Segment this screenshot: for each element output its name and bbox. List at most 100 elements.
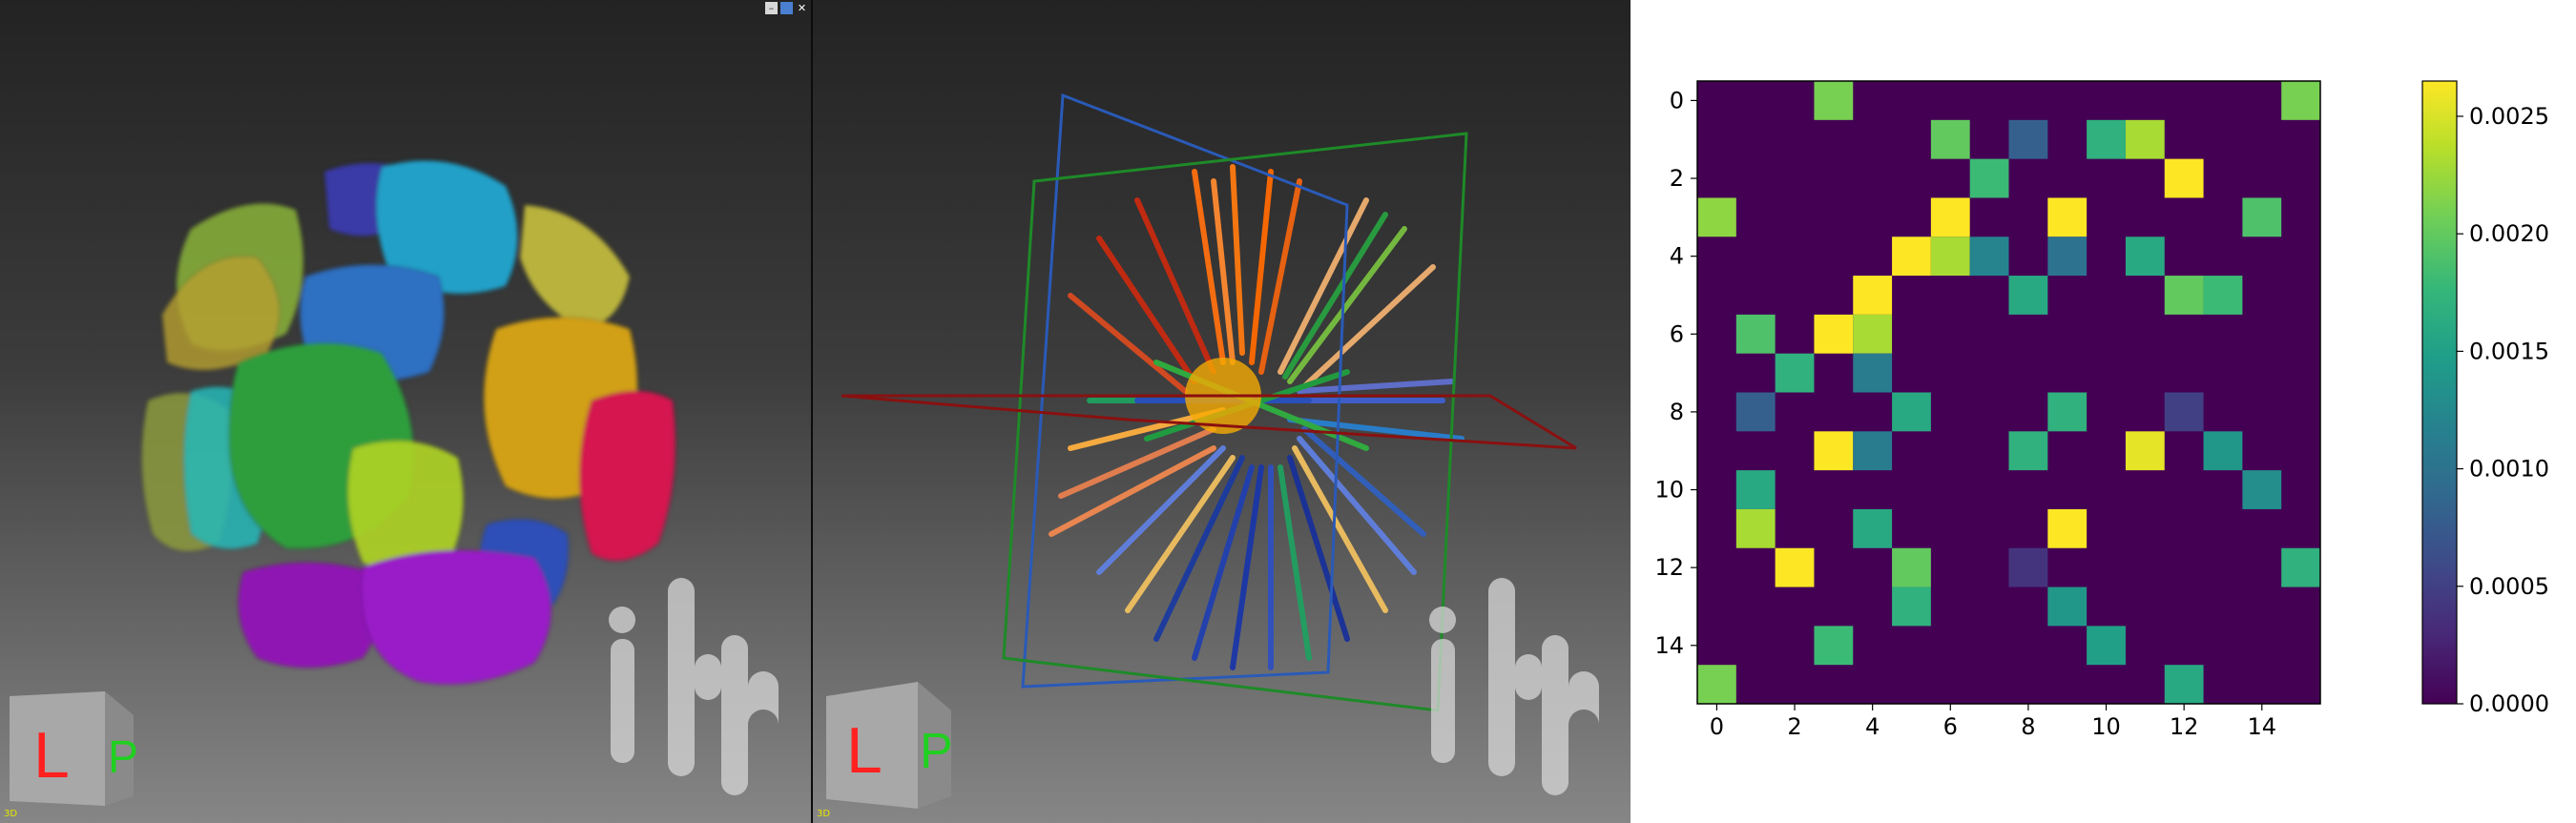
x-tick-label: 12 bbox=[2170, 713, 2199, 740]
segment-cyan-top bbox=[375, 159, 519, 295]
colorbar-tick-label: 0.0010 bbox=[2469, 456, 2549, 483]
y-tick-label: 4 bbox=[1670, 243, 1684, 270]
heatmap-cell bbox=[2008, 547, 2048, 587]
heatmap-cell bbox=[2281, 547, 2320, 587]
heatmap-cell bbox=[2242, 197, 2282, 237]
cube-face-l: L bbox=[33, 719, 70, 792]
y-tick-label: 0 bbox=[1670, 87, 1684, 113]
cube-face-l: L bbox=[846, 714, 883, 787]
heatmap-cell bbox=[2047, 392, 2088, 432]
heatmap-cell bbox=[2281, 81, 2320, 120]
x-tick-label: 6 bbox=[1943, 713, 1958, 740]
connectivity-matrix-panel: 0 2 4 6 8 10 12 14 0 2 4 6 8 10 12 14 0.0000 0.0005 0.0010… bbox=[1631, 0, 2576, 823]
x-tick-label: 0 bbox=[1710, 713, 1724, 740]
colorbar-tick-label: 0.0000 bbox=[2469, 690, 2549, 717]
fiber-bundles bbox=[1049, 164, 1465, 670]
heatmap-cell bbox=[1969, 158, 2009, 198]
heatmap-cell bbox=[2047, 508, 2088, 548]
colorbar-tick-label: 0.0020 bbox=[2469, 220, 2549, 247]
colorbar-tick-label: 0.0005 bbox=[2469, 573, 2549, 600]
y-tick-label: 10 bbox=[1654, 477, 1684, 504]
window-controls: – ■ ✕ bbox=[762, 0, 811, 16]
viewport-corner-label: 3D bbox=[4, 809, 18, 819]
viewport-3d-left[interactable]: L P 3D – ■ ✕ bbox=[0, 0, 811, 823]
heatmap-frame bbox=[1696, 80, 2321, 705]
colorbar-tick-label: 0.0025 bbox=[2469, 103, 2549, 130]
heatmap-cell bbox=[1735, 314, 1776, 354]
heatmap-cell bbox=[2164, 276, 2204, 315]
heatmap-cell bbox=[1892, 586, 1931, 627]
heatmap-cell bbox=[2242, 470, 2282, 509]
x-tick-label: 2 bbox=[1787, 713, 1801, 740]
heatmap-cell bbox=[1697, 665, 1736, 704]
y-tick-label: 14 bbox=[1654, 632, 1684, 659]
heatmap-cell bbox=[1853, 276, 1893, 315]
heatmap-cell bbox=[2047, 237, 2088, 277]
heatmap-cell bbox=[1853, 431, 1893, 471]
tractography-render: L P bbox=[826, 93, 1599, 809]
heatmap-cell bbox=[2125, 237, 2165, 277]
viewport-divider[interactable] bbox=[811, 0, 813, 823]
x-tick-label: 10 bbox=[2091, 713, 2121, 740]
heatmap-cell bbox=[2203, 431, 2243, 471]
segment-orange-left bbox=[160, 255, 280, 371]
heatmap-cell bbox=[2047, 197, 2088, 237]
y-tick-label: 12 bbox=[1654, 554, 1684, 581]
segment-yellow-right bbox=[518, 203, 632, 331]
heatmap-cell bbox=[2125, 119, 2165, 159]
heatmap-cell bbox=[1735, 470, 1776, 509]
heatmap-cell bbox=[2087, 119, 2126, 159]
segmentation-render: L P bbox=[10, 159, 779, 806]
heatmap-cell bbox=[1853, 353, 1893, 393]
viewport-corner-label: 3D bbox=[817, 809, 831, 819]
watermark-logo-right bbox=[1429, 578, 1599, 795]
heatmap-cell bbox=[1892, 547, 1931, 587]
viewport-3d-right[interactable]: L P 3D bbox=[813, 0, 1631, 823]
segment-purple-left bbox=[238, 562, 381, 669]
heatmap-cell bbox=[1814, 314, 1854, 354]
x-tick-label: 14 bbox=[2248, 713, 2277, 740]
heatmap-cell bbox=[1735, 508, 1776, 548]
heatmap-cell bbox=[2008, 119, 2048, 159]
heatmap-cell bbox=[1930, 119, 1970, 159]
heatmap-cell bbox=[2087, 626, 2126, 666]
heatmap-cell bbox=[2164, 665, 2204, 704]
heatmap-cell bbox=[2203, 276, 2243, 315]
heatmap-cell bbox=[1853, 314, 1893, 354]
y-tick-label: 8 bbox=[1670, 399, 1684, 425]
heatmap-cell bbox=[1814, 431, 1854, 471]
segment-purple-right bbox=[360, 549, 552, 686]
heatmap-cell bbox=[2164, 392, 2204, 432]
heatmap-cell bbox=[1775, 353, 1815, 393]
heatmap-cell bbox=[1775, 547, 1815, 587]
heatmap-cell bbox=[1930, 237, 1970, 277]
cube-face-p: P bbox=[108, 732, 138, 783]
close-icon[interactable]: ✕ bbox=[797, 2, 807, 14]
heatmap-cell bbox=[1892, 237, 1931, 277]
heatmap-cell bbox=[2047, 586, 2088, 627]
heatmap-cell bbox=[1930, 197, 1970, 237]
heatmap-cell bbox=[2164, 158, 2204, 198]
heatmap-cell bbox=[2125, 431, 2165, 471]
heatmap-cell bbox=[1853, 508, 1893, 548]
heatmap-cell bbox=[1697, 197, 1736, 237]
orientation-cube-left: L P bbox=[10, 691, 138, 806]
heatmap-cell bbox=[1814, 626, 1854, 666]
segment-crimson bbox=[578, 390, 676, 562]
maximize-icon[interactable]: ■ bbox=[780, 2, 793, 14]
minimize-icon[interactable]: – bbox=[765, 2, 778, 14]
colorbar bbox=[2421, 80, 2458, 705]
heatmap-cell bbox=[1735, 392, 1776, 432]
heatmap-chart: 0 2 4 6 8 10 12 14 0 2 4 6 8 10 12 14 0.0000 0.0005 0.0010… bbox=[1654, 80, 2549, 740]
heatmap-cell bbox=[1892, 392, 1931, 432]
heatmap-cell bbox=[1969, 237, 2009, 277]
watermark-logo bbox=[609, 578, 779, 795]
y-tick-label: 2 bbox=[1670, 165, 1684, 192]
colorbar-tick-label: 0.0015 bbox=[2469, 338, 2549, 364]
heatmap-cell bbox=[2008, 431, 2048, 471]
heatmap-cell bbox=[2008, 276, 2048, 315]
x-tick-label: 8 bbox=[2021, 713, 2035, 740]
y-tick-label: 6 bbox=[1670, 320, 1684, 347]
cube-face-p: P bbox=[920, 724, 953, 779]
x-tick-label: 4 bbox=[1865, 713, 1880, 740]
